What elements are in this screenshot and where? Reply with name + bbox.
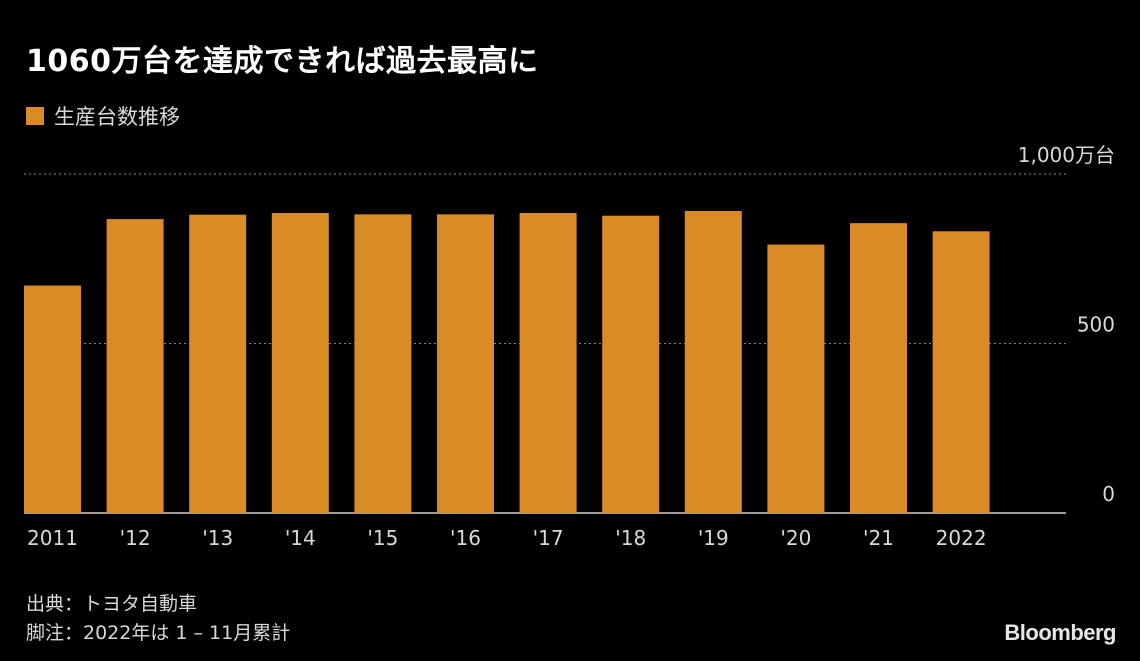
x-tick-label: '19 xyxy=(698,526,729,550)
bar xyxy=(24,285,81,513)
bar xyxy=(602,215,660,513)
bar xyxy=(189,214,247,513)
y-tick-label: 1,000万台 xyxy=(1018,143,1115,167)
x-tick-label: 2022 xyxy=(936,526,987,550)
bar xyxy=(519,212,577,514)
bar xyxy=(106,219,164,513)
bar xyxy=(850,223,907,513)
legend-swatch xyxy=(26,107,44,125)
x-tick-label: '16 xyxy=(450,526,481,550)
bar xyxy=(684,210,742,514)
legend: 生産台数推移 xyxy=(26,101,180,131)
x-tick-label: '21 xyxy=(863,526,894,550)
bar xyxy=(437,214,494,513)
y-axis-labels: 0 500 1,000万台 xyxy=(1018,143,1115,506)
legend-label: 生産台数推移 xyxy=(54,105,180,129)
bar xyxy=(271,212,329,514)
bloomberg-logo: Bloomberg xyxy=(1004,620,1116,645)
bar xyxy=(354,214,412,513)
x-tick-label: '20 xyxy=(780,526,811,550)
x-tick-label: '13 xyxy=(202,526,233,550)
bar xyxy=(767,244,825,513)
x-tick-label: 2011 xyxy=(27,526,78,550)
x-tick-label: '15 xyxy=(367,526,398,550)
footnotes: 出典：トヨタ自動車 脚注：2022年は 1 – 11月累計 xyxy=(26,590,290,648)
source-note: 出典：トヨタ自動車 xyxy=(26,593,198,615)
x-tick-label: '18 xyxy=(615,526,646,550)
y-tick-label: 500 xyxy=(1077,313,1115,337)
bar-layer xyxy=(24,210,990,514)
x-tick-label: '12 xyxy=(120,526,151,550)
y-tick-label: 0 xyxy=(1102,482,1115,506)
x-tick-label: '14 xyxy=(285,526,316,550)
x-axis-labels: 2011 '12 '13 '14 '15 '16 '17 '18 '19 '20 '21 2022 xyxy=(27,526,987,550)
chart-title: 1060万台を達成できれば過去最高に xyxy=(26,44,539,79)
footnote: 脚注：2022年は 1 – 11月累計 xyxy=(26,622,291,644)
bar xyxy=(932,231,990,513)
x-tick-label: '17 xyxy=(533,526,564,550)
